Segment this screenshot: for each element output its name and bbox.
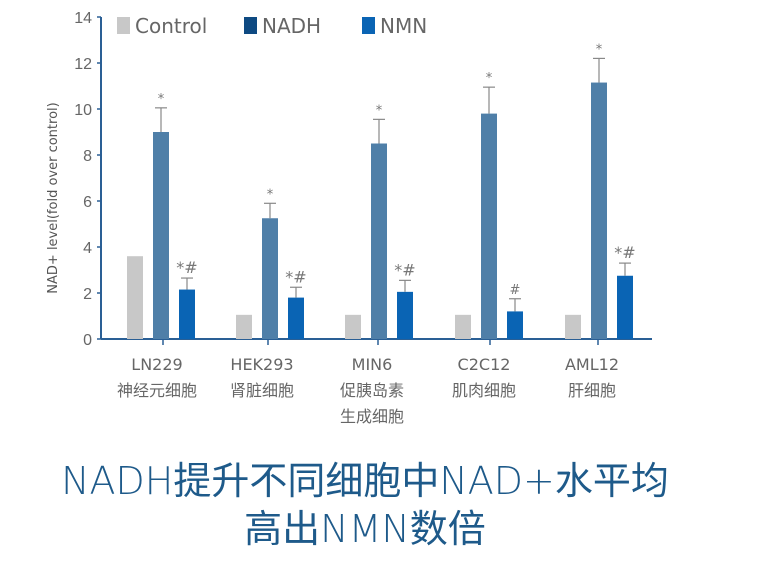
x-tick-label: MIN6 — [352, 355, 393, 374]
x-tick-label: HEK293 — [230, 355, 293, 374]
bar-control — [565, 314, 581, 339]
bar-nmn — [617, 275, 633, 339]
significance-label: * — [596, 42, 603, 57]
y-tick-label: 12 — [74, 56, 92, 73]
bar-nadh — [262, 218, 278, 339]
y-tick-label: 0 — [83, 332, 92, 349]
bar-nadh — [153, 132, 169, 339]
legend-label-nmn: NMN — [380, 14, 427, 38]
bar-nmn — [288, 297, 304, 339]
significance-label: *# — [285, 267, 306, 286]
x-tick-label: LN229 — [131, 355, 182, 374]
y-tick-label: 10 — [74, 102, 92, 119]
x-tick-label-cn: 生成细胞 — [340, 407, 404, 426]
x-tick-label-cn: 肌肉细胞 — [452, 381, 516, 400]
legend-label-control: Control — [135, 14, 207, 38]
x-tick-label: C2C12 — [458, 355, 511, 374]
significance-label: * — [267, 187, 274, 202]
bar-chart: 0 2 4 6 8 10 12 14 NAD+ level(fold over control)… — [46, 10, 652, 426]
bar-control — [236, 314, 252, 339]
caption-line-1: NADH提升不同细胞中NAD+水平均 — [61, 459, 669, 503]
x-tick-label-cn: 促胰岛素 — [340, 381, 404, 400]
significance-label: * — [158, 92, 165, 107]
significance-label: *# — [176, 258, 197, 277]
bar-nmn — [507, 311, 523, 339]
bar-control — [345, 314, 361, 339]
y-tick-label: 2 — [83, 286, 92, 303]
bar-control — [127, 256, 143, 339]
y-tick-label: 6 — [83, 194, 92, 211]
y-tick-label: 14 — [74, 10, 92, 27]
significance-label: *# — [394, 260, 415, 279]
x-tick-label-cn: 肾脏细胞 — [230, 381, 294, 400]
legend-swatch-control — [117, 17, 130, 34]
bar-nadh — [591, 82, 607, 340]
x-tick-label-cn: 神经元细胞 — [117, 381, 197, 400]
y-tick-label: 4 — [83, 240, 92, 257]
y-tick-label: 8 — [83, 148, 92, 165]
significance-label: # — [510, 283, 521, 298]
bar-nadh — [481, 113, 497, 339]
x-tick-label-cn: 肝细胞 — [568, 381, 616, 400]
significance-label: *# — [614, 243, 635, 262]
bar-nadh — [371, 143, 387, 339]
bar-nmn — [179, 289, 195, 339]
significance-label: * — [486, 71, 493, 86]
legend-label-nadh: NADH — [262, 14, 321, 38]
x-tick-label: AML12 — [565, 355, 619, 374]
y-axis-label: NAD+ level(fold over control) — [46, 102, 61, 293]
caption-line-2: 高出NMN数倍 — [244, 507, 486, 551]
legend-swatch-nmn — [362, 17, 375, 34]
bar-control — [455, 314, 471, 339]
significance-label: * — [376, 103, 383, 118]
legend-swatch-nadh — [244, 17, 257, 34]
bar-nmn — [397, 291, 413, 339]
